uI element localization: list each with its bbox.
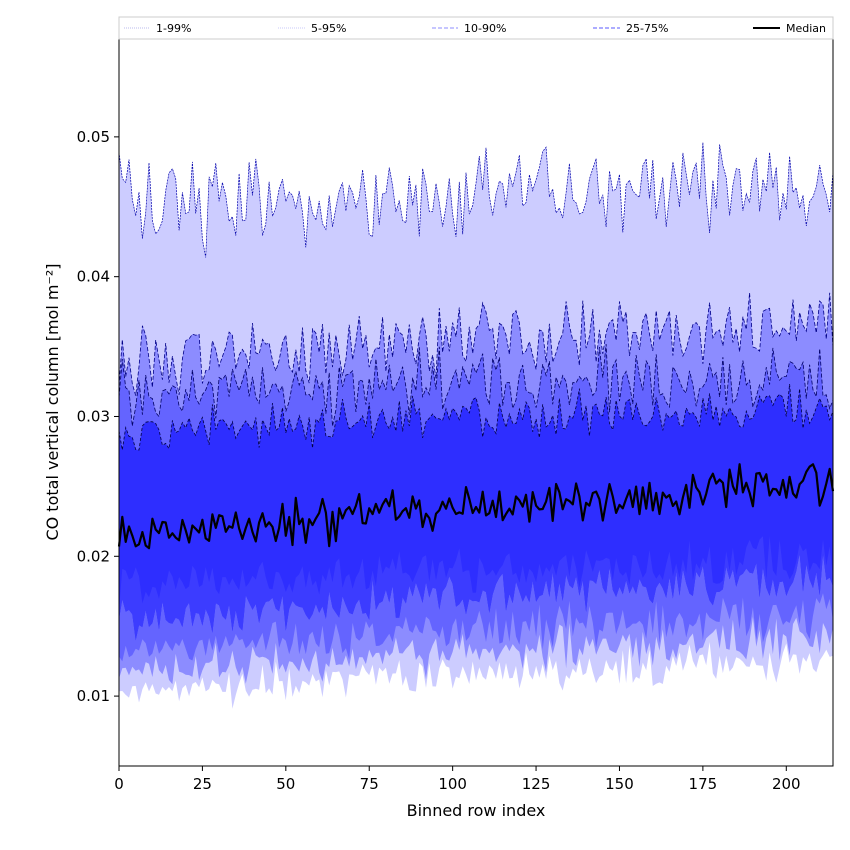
legend-frame [118, 16, 834, 40]
x-axis-label: Binned row index [407, 801, 546, 820]
y-tick-label: 0.03 [77, 407, 110, 425]
x-tick-label: 75 [360, 775, 379, 793]
y-tick-label: 0.05 [77, 128, 110, 146]
legend: 1-99% 5-95% 10-90% 25-75% Median [118, 16, 834, 40]
x-tick-label: 25 [193, 775, 212, 793]
legend-label: 10-90% [464, 22, 506, 35]
legend-label: 5-95% [311, 22, 346, 35]
edge-upper-75 [118, 343, 834, 427]
y-axis-label: CO total vertical column [mol m⁻²] [43, 263, 62, 540]
edge-upper-90 [118, 292, 834, 396]
x-tick-label: 50 [276, 775, 295, 793]
x-tick-label: 125 [522, 775, 551, 793]
y-tick-label: 0.04 [77, 268, 110, 286]
y-tick-label: 0.02 [77, 547, 110, 565]
y-axis-ticks: 0.01 0.02 0.03 0.04 0.05 [77, 128, 119, 705]
x-axis-ticks: 0 25 50 75 100 125 150 175 200 [114, 766, 801, 793]
legend-label: 25-75% [626, 22, 668, 35]
x-tick-label: 150 [605, 775, 634, 793]
x-tick-label: 0 [114, 775, 124, 793]
edge-upper-95 [118, 142, 834, 258]
legend-label: Median [786, 22, 826, 35]
median-layer [117, 463, 835, 550]
edge-upper-inner [118, 383, 834, 451]
legend-label: 1-99% [156, 22, 191, 35]
percentile-bands [118, 142, 834, 709]
band-lower-inner [119, 536, 833, 641]
x-tick-label: 175 [689, 775, 718, 793]
median-line [117, 463, 835, 550]
x-tick-label: 100 [438, 775, 467, 793]
x-tick-label: 200 [772, 775, 801, 793]
y-tick-label: 0.01 [77, 687, 110, 705]
